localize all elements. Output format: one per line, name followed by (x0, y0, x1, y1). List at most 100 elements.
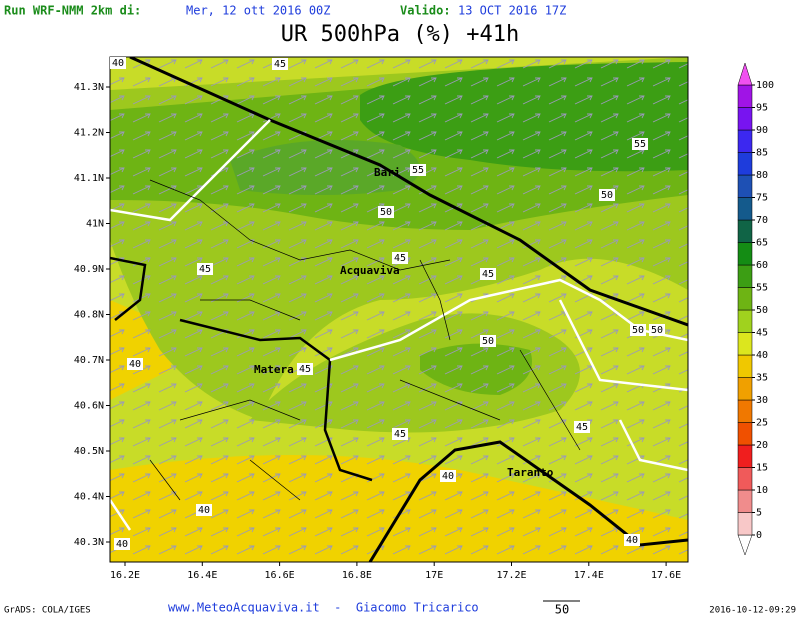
contour-label: 45 (274, 59, 286, 70)
contour-label: 40 (129, 359, 141, 370)
contour-label-box (297, 363, 313, 375)
colorbar-label: 95 (756, 103, 768, 114)
colorbar-swatch (737, 377, 753, 401)
colorbar-label: 45 (756, 328, 768, 339)
place-label: Taranto (507, 466, 554, 479)
contour-label-box (630, 324, 646, 336)
contour-label-box (197, 263, 213, 275)
lat-label: 40.7N (74, 355, 104, 366)
colorbar-label: 90 (756, 125, 768, 136)
contour-label: 45 (199, 264, 211, 275)
contour-label: 45 (482, 269, 494, 280)
colorbar-swatch (737, 512, 753, 536)
valid-date: 13 OCT 2016 17Z (458, 4, 566, 18)
lat-label: 40.5N (74, 446, 104, 457)
contour-label: 55 (634, 139, 646, 150)
colorbar-swatch (737, 174, 753, 198)
colorbar-swatch (737, 264, 753, 288)
contour-label: 40 (112, 58, 124, 69)
lat-label: 40.6N (74, 401, 104, 412)
timestamp: 2016-10-12-09:29 (709, 606, 796, 616)
colorbar-swatch (737, 84, 753, 108)
contour-label-box (114, 538, 130, 550)
contour-label-box (378, 206, 394, 218)
colorbar-label: 85 (756, 148, 768, 159)
lat-label: 40.4N (74, 492, 104, 503)
lon-label: 17.2E (496, 570, 526, 581)
colorbar-label: 5 (756, 508, 762, 519)
colorbar-label: 20 (756, 440, 768, 451)
colorbar-label: 15 (756, 463, 768, 474)
place-label: Matera (254, 363, 294, 376)
contour-label: 50 (651, 325, 663, 336)
contour-label: 40 (116, 539, 128, 550)
contour-label-box (440, 470, 456, 482)
contour-label: 55 (412, 165, 424, 176)
colorbar-swatch (737, 399, 753, 423)
colorbar-label: 35 (756, 373, 768, 384)
vector-reference: 50 (555, 603, 569, 617)
contour-label-box (272, 58, 288, 70)
map-field (110, 57, 688, 562)
colorbar-swatch (737, 219, 753, 243)
colorbar-label: 75 (756, 193, 768, 204)
colorbar-label: 10 (756, 485, 768, 496)
colorbar-swatch (737, 287, 753, 311)
colorbar-label: 0 (756, 530, 762, 541)
colorbar-label: 25 (756, 418, 768, 429)
colorbar-label: 100 (756, 80, 774, 91)
contour-label: 45 (299, 364, 311, 375)
colorbar-swatch (737, 467, 753, 491)
contour-label-box (127, 358, 143, 370)
contour-label-box (649, 324, 665, 336)
contour-label-box (110, 57, 126, 69)
colorbar-swatch (737, 422, 753, 446)
contour-label-box (574, 421, 590, 433)
contour-label-box (632, 138, 648, 150)
colorbar-swatch (737, 242, 753, 266)
colorbar-label: 60 (756, 260, 768, 271)
colorbar-label: 40 (756, 350, 768, 361)
title: UR 500hPa (%) +41h (281, 22, 519, 47)
map-frame (109, 56, 689, 563)
contour-label-box (624, 534, 640, 546)
colorbar-swatch (737, 129, 753, 153)
site: www.MeteoAcquaviva.it - Giacomo Tricaric… (168, 601, 479, 615)
lat-label: 41.1N (74, 173, 104, 184)
contour-label-box (392, 252, 408, 264)
lon-label: 16.8E (342, 570, 372, 581)
run-label: Run WRF-NMM 2km di: (4, 4, 141, 18)
contour-label-box (599, 189, 615, 201)
colorbar-swatch (737, 332, 753, 356)
contour-label: 40 (626, 535, 638, 546)
lon-label: 17.6E (651, 570, 681, 581)
contour-label-box (410, 164, 426, 176)
colorbar-swatch (737, 197, 753, 221)
lon-label: 17.4E (574, 570, 604, 581)
colorbar-label: 55 (756, 283, 768, 294)
lat-label: 40.3N (74, 537, 104, 548)
contour-label: 50 (482, 336, 494, 347)
colorbar-label: 65 (756, 238, 768, 249)
run-date: Mer, 12 ott 2016 00Z (186, 4, 331, 18)
contour-label: 40 (198, 505, 210, 516)
contour-label: 50 (601, 190, 613, 201)
colorbar-end (737, 534, 753, 556)
colorbar-label: 50 (756, 305, 768, 316)
contour-label: 45 (576, 422, 588, 433)
contour-label-box (392, 428, 408, 440)
colorbar-swatch (737, 107, 753, 131)
lat-label: 40.8N (74, 310, 104, 321)
colorbar-label: 80 (756, 170, 768, 181)
contour-label-box (480, 268, 496, 280)
credit: GrADS: COLA/IGES (4, 606, 91, 616)
contour-label: 40 (442, 471, 454, 482)
contour-label: 45 (394, 253, 406, 264)
contour-label: 50 (380, 207, 392, 218)
place-label: Bari (374, 166, 401, 179)
lon-label: 17E (425, 570, 443, 581)
lon-label: 16.4E (187, 570, 217, 581)
colorbar-swatch (737, 444, 753, 468)
colorbar-swatch (737, 354, 753, 378)
contour-label: 45 (394, 429, 406, 440)
